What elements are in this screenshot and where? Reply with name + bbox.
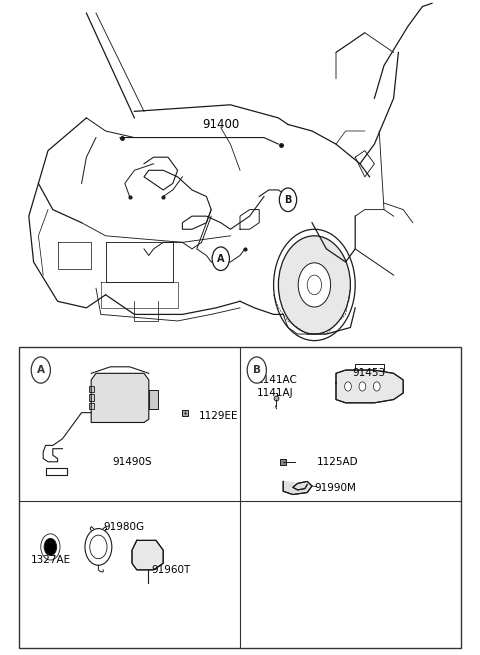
Text: 91960T: 91960T [151, 565, 191, 575]
Bar [89, 394, 94, 401]
Circle shape [345, 382, 351, 391]
Circle shape [373, 382, 380, 391]
Text: 91490S: 91490S [113, 457, 153, 467]
Text: 1129EE: 1129EE [199, 411, 239, 421]
Circle shape [279, 188, 297, 212]
Polygon shape [283, 481, 312, 495]
Text: 1327AE: 1327AE [31, 555, 72, 565]
Polygon shape [91, 373, 149, 422]
Text: 1125AD: 1125AD [317, 457, 359, 467]
Text: A: A [37, 365, 45, 375]
Polygon shape [336, 370, 403, 403]
Text: 91400: 91400 [202, 118, 240, 131]
Text: 1141AC: 1141AC [257, 375, 298, 385]
Text: 91980G: 91980G [103, 522, 144, 533]
Bar [89, 403, 94, 409]
Text: B: B [284, 195, 292, 205]
Bar [89, 386, 94, 392]
Circle shape [44, 538, 57, 555]
Text: 91990M: 91990M [314, 483, 356, 493]
Text: B: B [253, 365, 261, 375]
Text: 1141AJ: 1141AJ [257, 388, 293, 398]
Circle shape [359, 382, 366, 391]
Text: 91453: 91453 [353, 368, 386, 379]
Circle shape [247, 357, 266, 383]
Polygon shape [132, 540, 163, 570]
Circle shape [278, 236, 350, 334]
Text: A: A [217, 253, 225, 264]
Circle shape [212, 247, 229, 271]
Circle shape [31, 357, 50, 383]
Circle shape [298, 263, 331, 307]
Bar [19, 347, 461, 648]
Bar [149, 390, 158, 409]
